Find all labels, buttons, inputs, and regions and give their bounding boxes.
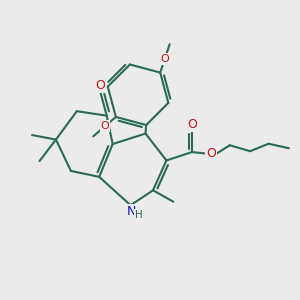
Text: O: O (100, 121, 109, 131)
Text: O: O (160, 54, 169, 64)
Text: H: H (135, 210, 143, 220)
Text: N: N (127, 205, 136, 218)
Text: O: O (187, 118, 197, 131)
Text: O: O (95, 79, 105, 92)
Text: O: O (206, 147, 216, 160)
